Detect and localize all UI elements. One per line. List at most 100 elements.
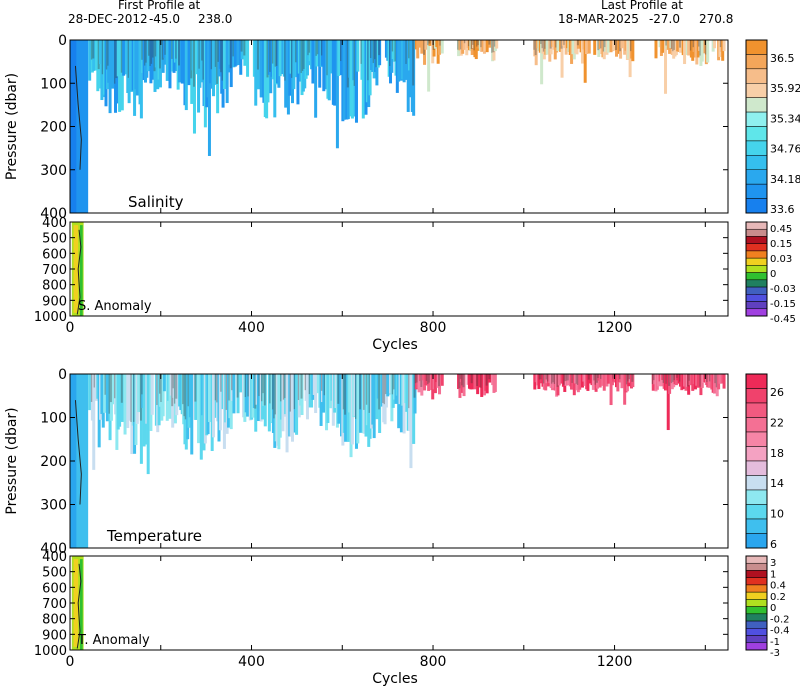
profile-contour <box>201 40 204 61</box>
profile-bar <box>187 40 191 86</box>
colorbar-swatch <box>745 460 768 476</box>
profile-contour <box>114 374 117 399</box>
x-axis-label: Cycles <box>372 671 418 687</box>
colorbar-swatch <box>745 402 768 418</box>
y-tick-label: 1000 <box>34 644 67 659</box>
colorbar-frame <box>745 373 768 549</box>
colorbar-swatch <box>745 294 768 302</box>
colorbar-swatch <box>745 555 768 564</box>
profile-contour <box>662 374 665 383</box>
profile-contour <box>673 374 676 381</box>
profile-contour <box>704 40 707 55</box>
colorbar-label: 34.18 <box>770 173 800 186</box>
profile-bar <box>493 374 497 392</box>
profile-bar <box>440 374 444 386</box>
y-tick-label: 500 <box>42 566 67 581</box>
profile-contour <box>114 40 117 84</box>
colorbar-label: 22 <box>770 416 784 429</box>
colorbar-label: -1 <box>770 637 780 648</box>
colorbar-label: 10 <box>770 508 784 521</box>
colorbar-swatch <box>745 140 768 156</box>
profile-bar <box>420 40 424 54</box>
profile-contour <box>232 40 235 57</box>
colorbar-swatch <box>745 39 768 55</box>
profile-bar <box>722 374 726 389</box>
profile-contour <box>326 40 329 76</box>
profile-contour <box>553 374 556 384</box>
profile-contour <box>382 374 385 403</box>
profile-contour <box>141 374 144 395</box>
profile-contour <box>236 374 239 398</box>
colorbar-swatch <box>745 221 768 230</box>
profile-contour <box>276 40 279 66</box>
profile-contour <box>619 374 622 380</box>
profile-contour <box>301 40 304 71</box>
y-axis-label: Pressure (dbar) <box>4 407 20 514</box>
profile-contour <box>628 374 631 380</box>
profile-contour <box>491 40 494 53</box>
profile-bar <box>416 40 420 59</box>
colorbar-label: 0.2 <box>770 592 786 603</box>
colorbar-swatch <box>745 388 768 404</box>
profile-bar <box>240 40 244 60</box>
profile-contour <box>576 40 579 46</box>
colorbar-swatch <box>745 272 768 281</box>
last-profile-date: 18-MAR-2025 <box>558 12 639 26</box>
profile-contour <box>320 40 323 56</box>
profile-contour <box>216 40 219 84</box>
profile-contour <box>290 40 293 78</box>
profile-bar <box>462 374 466 397</box>
profile-bar <box>417 374 421 393</box>
profile-contour <box>274 40 277 67</box>
y-tick-label: 500 <box>42 232 67 247</box>
profile-bar <box>222 40 226 89</box>
profile-contour <box>261 374 264 402</box>
y-tick-label: 400 <box>40 541 67 557</box>
profile-contour <box>463 40 466 44</box>
profile-contour <box>244 374 247 398</box>
colorbar-swatch <box>745 446 768 462</box>
profile-bar <box>311 40 315 84</box>
profile-bar <box>180 40 184 84</box>
colorbar-swatch <box>745 155 768 170</box>
profile-contour <box>533 40 536 50</box>
profile-contour <box>247 374 250 397</box>
colorbar-swatch <box>745 257 768 266</box>
profile-contour <box>665 374 668 384</box>
profile-contour <box>254 374 257 409</box>
profile-bar <box>495 40 499 49</box>
profile-contour <box>391 374 394 395</box>
profile-bar <box>485 40 489 53</box>
profile-bar <box>163 374 167 392</box>
profile-contour <box>670 374 673 384</box>
colorbar-swatch <box>745 126 768 142</box>
colorbar-swatch <box>745 54 768 70</box>
profile-contour <box>243 40 246 56</box>
profile-bar <box>587 40 591 54</box>
profile-contour <box>571 374 574 383</box>
profile-contour <box>563 40 566 45</box>
profile-bar <box>168 40 172 89</box>
profile-bar <box>168 374 172 419</box>
profile-bar <box>549 40 553 55</box>
profile-bar <box>295 374 299 435</box>
profile-bar <box>427 40 431 92</box>
profile-contour <box>480 374 483 388</box>
profile-contour <box>576 374 579 385</box>
colorbar-swatch <box>745 250 768 259</box>
profile-bar <box>606 374 610 384</box>
profile-bar <box>139 40 143 119</box>
colorbar-swatch <box>745 228 768 237</box>
colorbar-swatch <box>745 111 768 127</box>
profile-bar <box>668 374 672 394</box>
profile-contour <box>127 40 130 78</box>
profile-contour <box>120 40 123 73</box>
profile-contour <box>631 374 634 382</box>
profile-contour <box>263 374 266 406</box>
profile-contour <box>670 40 673 49</box>
profile-bar <box>118 374 122 427</box>
profile-contour <box>303 40 306 70</box>
profile-bar <box>292 40 296 90</box>
profile-contour <box>699 40 702 56</box>
